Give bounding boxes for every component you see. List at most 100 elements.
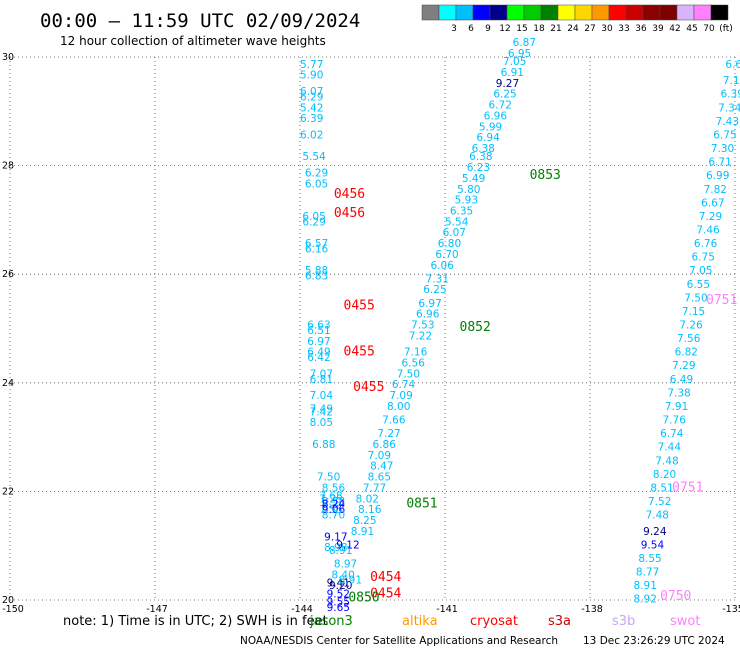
legend-label: 45 xyxy=(686,24,697,34)
legend-swatch xyxy=(455,4,474,21)
wave-height-label: 8.38 xyxy=(322,496,345,508)
wave-height-label: 5.80 xyxy=(457,184,480,196)
wave-height-label: 6.99 xyxy=(706,170,729,182)
footer: note: 1) Time is in UTC; 2) SWH is in fe… xyxy=(63,614,725,647)
wave-height-label: 6.25 xyxy=(493,89,516,101)
satellite-name: cryosat xyxy=(470,614,518,629)
wave-height-label: 7.29 xyxy=(672,360,695,372)
wave-height-label: 8.25 xyxy=(353,515,376,527)
y-tick-label: 30 xyxy=(2,52,14,63)
legend-swatch xyxy=(642,4,661,21)
wave-height-label: 8.16 xyxy=(358,504,382,516)
wave-height-label: 8.91 xyxy=(339,575,362,587)
wave-height-label: 7.16 xyxy=(404,347,428,359)
wave-height-label: 6.76 xyxy=(694,238,718,250)
legend-swatch xyxy=(540,4,559,21)
wave-height-label: 7.49 xyxy=(310,404,333,416)
satellite-name: s3b xyxy=(612,614,635,629)
wave-height-label: 8.40 xyxy=(331,569,354,581)
wave-height-label: 9.52 xyxy=(327,588,350,600)
wave-height-label: 6.49 xyxy=(670,374,693,386)
wave-height-label: 6.49 xyxy=(307,347,330,359)
wave-height-label: 6.39 xyxy=(300,113,323,125)
footer-note: note: 1) Time is in UTC; 2) SWH is in fe… xyxy=(63,614,328,629)
wave-height-label: 7.17 xyxy=(723,75,740,87)
wave-height-label: 8.02 xyxy=(356,493,379,505)
wave-height-label: 9.12 xyxy=(336,539,359,551)
wave-height-label: 8.05 xyxy=(310,417,333,429)
wave-height-label: 9.17 xyxy=(324,531,347,543)
wave-height-label: 6.29 xyxy=(302,216,325,228)
wave-height-label: 7.56 xyxy=(677,333,701,345)
legend-swatch xyxy=(506,4,525,21)
wave-height-label: 5.49 xyxy=(462,173,485,185)
wave-height-label: 7.50 xyxy=(317,472,340,484)
wave-height-label: 9.27 xyxy=(496,78,519,90)
wave-height-label: 7.42 xyxy=(310,406,333,418)
pass-time-label: 0750 xyxy=(660,589,691,604)
wave-height-label: 6.56 xyxy=(402,358,426,370)
wave-height-label: 7.68 xyxy=(319,491,342,503)
wave-height-label: 7.82 xyxy=(704,184,727,196)
wave-height-label: 7.44 xyxy=(658,442,682,454)
wave-height-label: 7.66 xyxy=(382,415,406,427)
pass-time-label: 0456 xyxy=(334,187,365,202)
y-tick-label: 28 xyxy=(2,161,14,172)
wave-height-label: 8.98 xyxy=(324,542,347,554)
wave-height-label: 7.26 xyxy=(679,320,703,332)
wave-height-label: 6.87 xyxy=(513,37,536,49)
satellite-name: jason3 xyxy=(309,614,353,629)
wave-height-label: 5.54 xyxy=(445,216,469,228)
wave-height-label: 7.52 xyxy=(648,496,671,508)
plot-area: -150 -147 -144 -141 -138 -135 20 22 24 26 28 30 5.77… xyxy=(2,37,740,615)
wave-height-label: 6.05 xyxy=(305,178,328,190)
wave-height-label: 7.27 xyxy=(377,428,400,440)
wave-height-label: 5.54 xyxy=(302,151,326,163)
wave-height-label: 6.96 xyxy=(416,309,440,321)
pass-time-label: 0455 xyxy=(344,345,375,360)
wave-height-label: 6.88 xyxy=(312,439,335,451)
legend-swatch xyxy=(557,4,576,21)
y-tick-label: 26 xyxy=(2,269,14,280)
wave-height-label: 6.05 xyxy=(302,211,325,223)
pass-time-label: 0851 xyxy=(406,497,437,512)
wave-height-label: 7.76 xyxy=(663,415,687,427)
wave-height-label: 5.99 xyxy=(479,121,502,133)
wave-height-label: 6.74 xyxy=(660,428,684,440)
wave-height-label: 6.96 xyxy=(484,110,508,122)
wave-height-label: 6.16 xyxy=(305,243,329,255)
y-tick-label: 24 xyxy=(2,378,14,389)
pass-time-label: 0853 xyxy=(530,168,561,183)
chart-subtitle: 12 hour collection of altimeter wave hei… xyxy=(60,34,326,48)
legend-label: 3 xyxy=(451,24,457,34)
wave-height-label: 6.42 xyxy=(307,352,330,364)
wave-height-label: 9.06 xyxy=(322,504,346,516)
color-legend: 3 6 9 12 15 18 21 24 27 30 33 36 39 42 45 70 (ft) xyxy=(421,4,733,34)
legend-swatch xyxy=(489,4,508,21)
wave-height-label: 8.00 xyxy=(387,401,410,413)
legend-swatch xyxy=(625,4,644,21)
wave-height-label: 8.47 xyxy=(370,461,393,473)
wave-height-label: 6.83 xyxy=(305,271,328,283)
wave-height-label: 7.09 xyxy=(368,450,391,462)
wave-height-label: 6.81 xyxy=(310,374,333,386)
pass-time-label: 0455 xyxy=(353,380,384,395)
wave-height-label: 7.34 xyxy=(718,102,740,114)
wave-height-label: 6.97 xyxy=(307,336,330,348)
pass-time-label: 0852 xyxy=(460,320,491,335)
wave-height-label: 7.30 xyxy=(711,143,734,155)
legend-swatch xyxy=(693,4,712,21)
pass-time-label: 0454 xyxy=(370,586,401,601)
x-tick-label: -144 xyxy=(291,604,313,615)
wave-height-label: 6.55 xyxy=(687,279,710,291)
pass-time-label: 0751 xyxy=(706,293,737,308)
wave-height-label: 6.91 xyxy=(501,67,524,79)
legend-label: 39 xyxy=(652,24,664,34)
pass-time-label: 0454 xyxy=(370,570,401,585)
wave-height-label: 7.09 xyxy=(389,390,412,402)
legend-label: 33 xyxy=(618,24,629,34)
wave-height-label: 6.6 xyxy=(725,59,740,71)
wave-height-label: 9.41 xyxy=(327,577,350,589)
wave-height-label: 6.25 xyxy=(423,284,446,296)
